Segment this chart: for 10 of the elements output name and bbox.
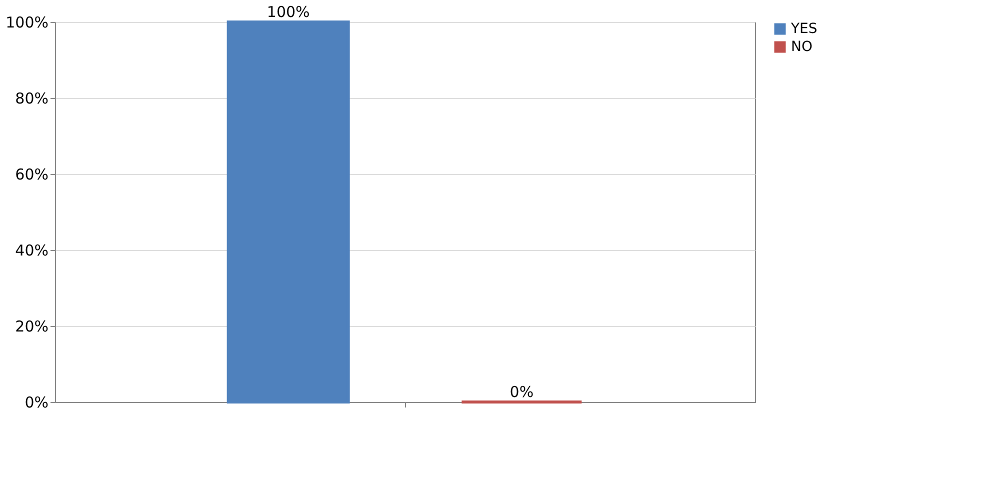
data-label: 100% [266,3,310,21]
y-tick-label: 0% [24,394,48,412]
y-tick-label: 40% [15,242,48,260]
y-tick-label: 20% [15,318,48,336]
legend-label: YES [790,21,818,37]
y-tick-label: 60% [15,166,48,184]
y-tick-label: 80% [15,90,48,108]
y-tick-label: 100% [6,14,48,32]
data-label: 0% [510,383,534,401]
legend-label: NO [791,39,812,55]
